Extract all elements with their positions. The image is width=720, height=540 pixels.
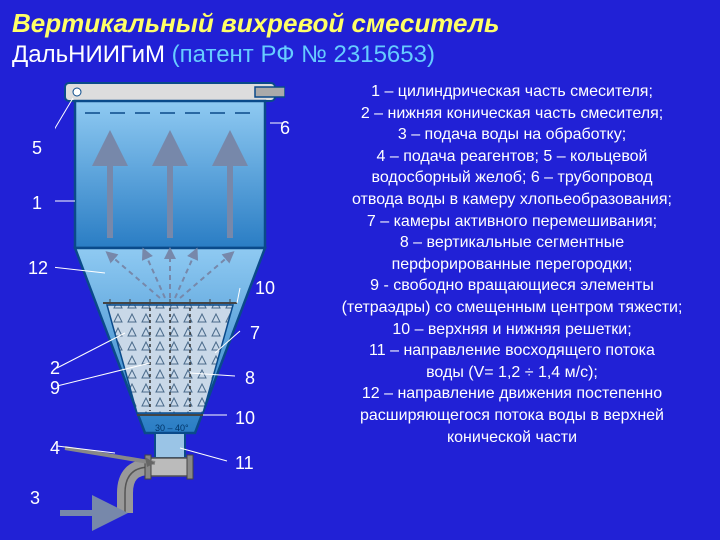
content-row: 5 1 12 2 9 4 3 6 10 7 8 10 11 <box>0 73 720 533</box>
label-1: 1 <box>32 193 42 214</box>
legend-line: воды (V= 1,2 ÷ 1,4 м/с); <box>314 362 710 384</box>
legend-line: 9 - свободно вращающиеся элементы <box>314 275 710 297</box>
legend-line: 7 – камеры активного перемешивания; <box>314 211 710 233</box>
title-sub: ДальНИИГиМ (патент РФ № 2315653) <box>12 41 708 69</box>
title-sub-left: ДальНИИГиМ <box>12 41 165 68</box>
legend-line: 4 – подача реагентов; 5 – кольцевой <box>314 146 710 168</box>
label-3: 3 <box>30 488 40 509</box>
legend-line: конической части <box>314 427 710 449</box>
legend-line: 1 – цилиндрическая часть смесителя; <box>314 81 710 103</box>
label-5: 5 <box>32 138 42 159</box>
legend-line: 10 – верхняя и нижняя решетки; <box>314 319 710 341</box>
title-block: Вертикальный вихревой смеситель ДальНИИГ… <box>0 0 720 73</box>
outlet-pipe <box>255 87 285 97</box>
title-main: Вертикальный вихревой смеситель <box>12 8 708 39</box>
diagram-column: 5 1 12 2 9 4 3 6 10 7 8 10 11 <box>0 73 310 533</box>
legend-line: 12 – направление движения постепенно <box>314 383 710 405</box>
legend-line: 8 – вертикальные сегментные <box>314 232 710 254</box>
mixer-diagram: 30 – 40° <box>55 73 285 533</box>
legend-line: расширяющегося потока воды в верхней <box>314 405 710 427</box>
legend-line: водосборный желоб; 6 – трубопровод <box>314 167 710 189</box>
legend-column: 1 – цилиндрическая часть смесителя; 2 – … <box>310 73 720 533</box>
legend-line: перфорированные перегородки; <box>314 254 710 276</box>
legend-line: 11 – направление восходящего потока <box>314 340 710 362</box>
legend-line: отвода воды в камеру хлопьеобразования; <box>314 189 710 211</box>
inlet-assembly <box>60 448 193 513</box>
title-sub-right: (патент РФ № 2315653) <box>172 41 435 68</box>
legend-line: 2 – нижняя коническая часть смесителя; <box>314 103 710 125</box>
label-12: 12 <box>28 258 48 279</box>
legend-line: 3 – подача воды на обработку; <box>314 124 710 146</box>
angle-text: 30 – 40° <box>155 423 189 433</box>
neck <box>155 433 185 458</box>
collector-trough <box>65 83 275 101</box>
legend-line: (тетраэдры) со смещенным центром тяжести… <box>314 297 710 319</box>
